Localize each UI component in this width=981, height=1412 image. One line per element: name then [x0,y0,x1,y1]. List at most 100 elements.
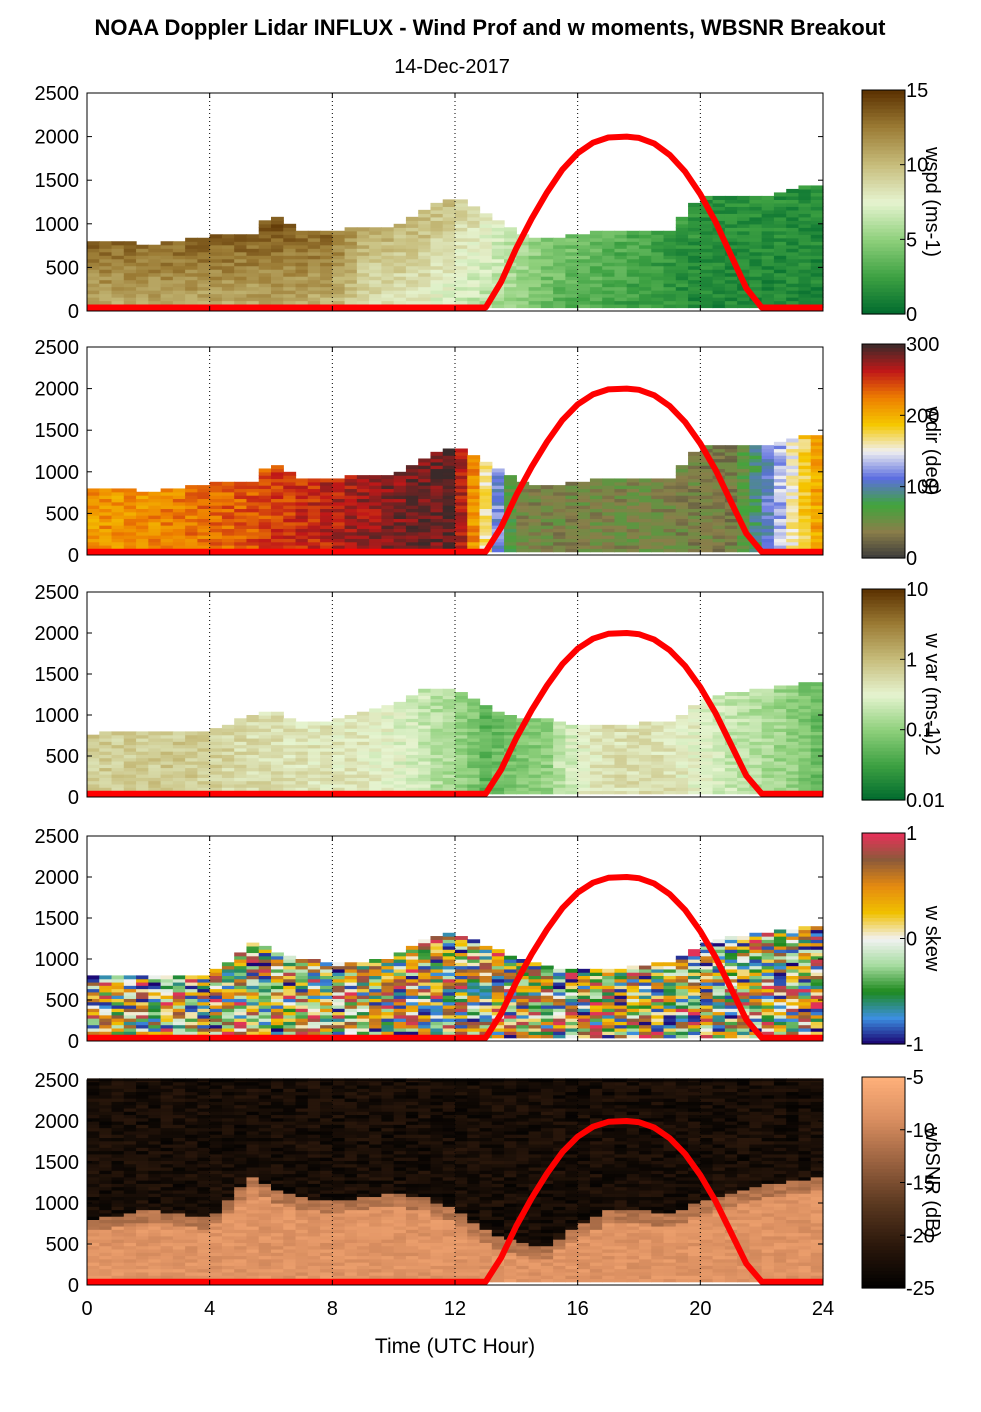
data-cell [197,286,211,291]
data-cell [553,286,566,291]
data-cell [737,495,750,500]
colorbar-segment [862,368,905,374]
data-cell [172,283,186,288]
data-cell [332,508,346,513]
data-cell [332,244,346,249]
data-cell [700,251,714,256]
data-cell [455,279,468,284]
data-cell [479,248,493,253]
data-cell [798,505,812,510]
colorbar-segment [862,536,905,541]
data-cell [99,515,113,519]
data-cell [491,269,505,274]
data-cell [675,251,689,256]
data-cell [455,300,468,305]
data-cell [688,458,701,463]
data-cell [786,241,800,246]
data-cell [209,269,223,274]
colorbar-segment [862,97,905,102]
data-cell [749,290,763,295]
data-cell [258,491,272,496]
data-cell [136,521,149,526]
data-cell [87,269,100,274]
data-cell [786,206,800,211]
data-cell [626,255,640,260]
data-cell [626,286,640,291]
data-cell [651,478,665,483]
data-cell [491,262,505,267]
data-cell [749,495,763,500]
data-cell [651,279,665,284]
data-cell [491,541,505,546]
data-cell [626,515,640,519]
colorbar-segment [862,254,905,259]
data-cell [700,508,714,513]
y-tick-label: 0 [68,787,79,809]
colorbar-segment [862,680,905,685]
colorbar-segment [862,269,905,274]
data-cell [185,251,198,256]
data-cell [565,237,579,242]
data-cell [99,297,113,302]
data-cell [761,223,775,228]
data-cell [540,255,554,260]
data-cell [651,528,665,533]
data-cell [467,279,481,284]
data-cell [700,262,714,267]
data-cell [160,488,174,493]
data-cell [467,521,481,526]
data-cell [344,488,358,493]
data-cell [504,297,517,302]
data-cell [467,508,481,513]
colorbar-segment [862,719,905,724]
data-cell [221,528,235,533]
data-cell [442,199,456,204]
data-cell [528,718,542,723]
data-cell [442,276,456,281]
data-cell [467,272,481,277]
data-cell [87,541,100,546]
data-cell [479,265,493,270]
data-cell [258,528,272,533]
colorbar-segment [862,761,905,766]
data-cell [589,518,603,523]
data-cell [749,213,763,218]
data-cell [234,515,248,519]
data-cell [160,279,174,284]
colorbar-segment [862,540,905,545]
data-cell [344,535,358,539]
data-cell [749,485,763,490]
data-cell [160,300,174,305]
data-cell [87,276,100,281]
data-cell [172,521,186,526]
data-cell [688,515,701,519]
data-cell [540,279,554,284]
data-cell [810,202,824,207]
data-cell [589,535,603,539]
data-cell [602,488,616,493]
data-cell [197,535,211,539]
data-cell [148,283,162,288]
data-cell [442,237,456,242]
data-cell [553,518,566,523]
data-cell [761,491,775,496]
data-cell [369,234,382,239]
data-cell [405,237,419,242]
data-cell [369,269,382,274]
data-cell [577,251,591,256]
data-cell [185,538,198,543]
data-cell [577,505,591,510]
colorbar-segment [862,149,905,155]
data-cell [675,293,689,298]
data-cell [381,234,395,239]
data-cell [234,241,248,246]
data-cell [773,300,787,305]
data-cell [810,206,824,211]
data-cell [700,279,714,284]
data-cell [87,757,100,762]
data-cell [798,202,812,207]
data-cell [749,488,763,493]
data-cell [528,286,542,291]
data-cell [602,279,616,284]
data-cell [136,269,149,274]
